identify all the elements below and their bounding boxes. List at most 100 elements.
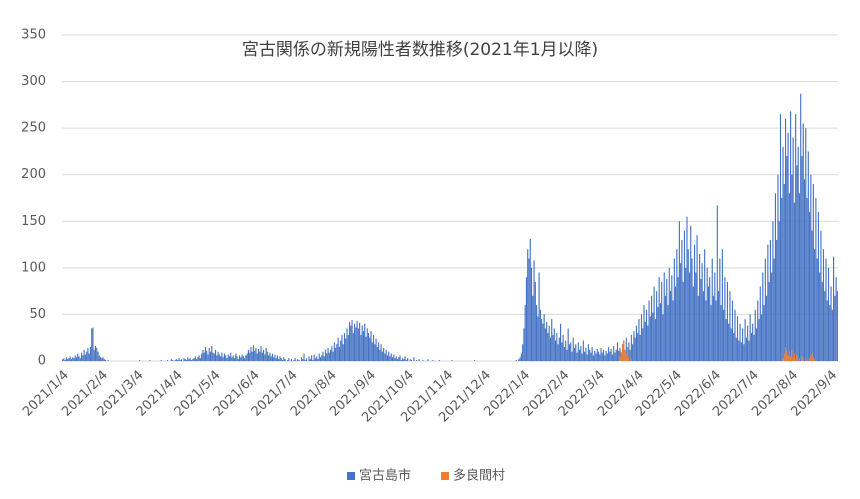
bar: [629, 349, 631, 361]
bar: [651, 295, 653, 361]
bar: [520, 353, 522, 361]
bar: [726, 281, 728, 361]
bar: [343, 333, 346, 361]
bar: [796, 165, 798, 361]
bar: [319, 357, 322, 361]
bar: [185, 360, 188, 361]
bar: [560, 323, 562, 361]
bar: [597, 351, 600, 361]
bar: [715, 300, 717, 361]
bar: [556, 333, 558, 361]
bar: [235, 353, 237, 361]
bar: [283, 357, 285, 361]
bar: [587, 344, 589, 361]
bar: [759, 286, 761, 361]
bar: [621, 344, 624, 361]
bar: [75, 357, 78, 361]
bar: [213, 353, 215, 361]
bar: [628, 342, 630, 361]
bar: [519, 357, 521, 361]
bar: [833, 256, 835, 361]
bar: [281, 360, 284, 361]
bar: [360, 334, 362, 361]
bar: [388, 351, 390, 361]
bar: [645, 309, 648, 361]
bar: [616, 342, 619, 361]
bar: [232, 355, 234, 361]
bar: [553, 328, 555, 361]
bar: [87, 347, 89, 361]
bar: [571, 351, 573, 361]
bar: [790, 356, 792, 361]
bar: [300, 357, 303, 361]
bar: [274, 354, 276, 361]
bar: [600, 347, 602, 361]
bar: [829, 305, 831, 361]
bar: [602, 349, 605, 361]
bar: [196, 359, 198, 361]
bar: [391, 357, 394, 361]
bar: [826, 300, 828, 361]
bar: [544, 328, 546, 361]
bar: [199, 358, 201, 361]
bar: [255, 347, 257, 361]
bar: [819, 272, 821, 361]
bar: [692, 286, 694, 361]
bar: [793, 353, 795, 361]
bar: [403, 359, 405, 361]
bar: [663, 272, 665, 361]
bar: [77, 353, 79, 361]
bar: [630, 359, 632, 361]
bar: [190, 360, 193, 361]
bar: [518, 359, 520, 361]
bar: [768, 281, 770, 361]
bar: [399, 355, 401, 361]
bar: [810, 355, 812, 361]
bar: [733, 333, 735, 361]
bar: [201, 353, 203, 361]
chart-title: 宮古関係の新規陽性者数推移(2021年1月以降): [242, 40, 598, 60]
bar: [795, 359, 797, 361]
bar: [532, 295, 534, 361]
bar: [566, 349, 568, 361]
bar: [260, 346, 262, 361]
y-tick-label: 250: [21, 121, 46, 136]
bar: [767, 244, 769, 361]
bar: [311, 355, 313, 361]
bar: [184, 359, 186, 361]
bar: [288, 358, 290, 361]
bar: [366, 328, 368, 361]
bar: [305, 358, 308, 361]
bar: [563, 347, 565, 361]
bar: [784, 347, 787, 361]
bar: [710, 305, 712, 361]
bar: [73, 358, 75, 361]
bar: [202, 349, 204, 361]
bar: [632, 344, 634, 361]
bar: [551, 319, 553, 361]
bar: [711, 258, 713, 361]
bar: [729, 291, 731, 361]
bar: [752, 323, 754, 361]
bar: [666, 279, 668, 361]
bar: [676, 249, 678, 361]
bar: [383, 347, 385, 361]
bar: [188, 359, 190, 361]
bar: [378, 342, 380, 361]
bar: [385, 349, 387, 361]
bar: [390, 353, 392, 361]
bar: [361, 325, 363, 361]
bar: [245, 355, 247, 361]
bar: [177, 360, 179, 361]
bar: [244, 358, 246, 361]
bar: [405, 360, 407, 361]
bar: [821, 281, 823, 361]
bar: [78, 356, 80, 361]
bar: [573, 347, 576, 361]
bar: [99, 357, 102, 361]
bar: [811, 353, 813, 361]
bar: [582, 340, 584, 361]
bar: [381, 351, 383, 361]
bar: [337, 337, 339, 361]
